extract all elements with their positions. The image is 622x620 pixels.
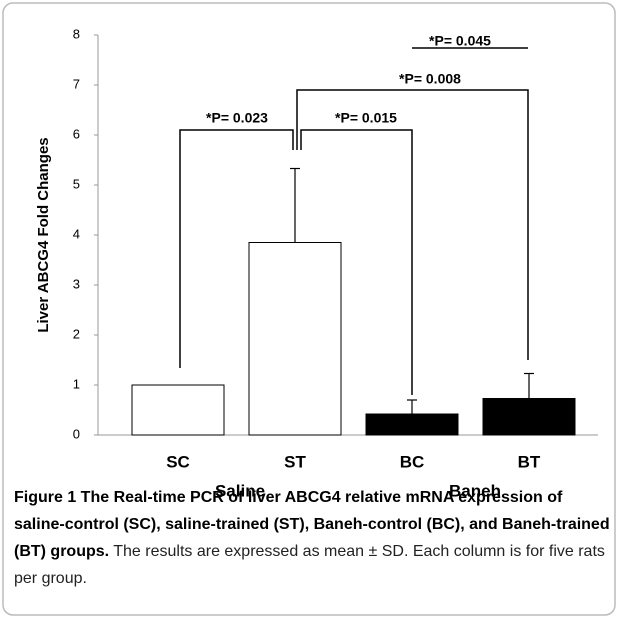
- y-axis-label: Liver ABCG4 Fold Changes: [35, 137, 52, 332]
- y-tick-label: 5: [73, 176, 80, 191]
- y-tick-label: 4: [73, 226, 80, 241]
- group-label: Baneh: [449, 481, 501, 500]
- significance-bracket: [300, 129, 413, 395]
- y-tick-label: 7: [73, 76, 80, 91]
- caption-text: The results are expressed as mean ± SD. …: [14, 543, 605, 587]
- y-tick-label: 3: [73, 276, 80, 291]
- significance-label: *P= 0.045: [429, 33, 491, 49]
- significance-label: *P= 0.008: [399, 71, 461, 87]
- x-tick-label: BC: [400, 452, 425, 471]
- significance-label: *P= 0.015: [335, 110, 397, 126]
- bar: [248, 242, 342, 436]
- bar: [482, 398, 576, 436]
- caption-title: Figure 1 The Real-time PCR of liver ABCG…: [14, 489, 610, 560]
- significance-label: *P= 0.023: [206, 110, 268, 126]
- bar: [365, 413, 459, 436]
- y-tick-label: 6: [73, 126, 80, 141]
- group-label: Saline: [215, 481, 265, 500]
- frame: [2, 2, 616, 616]
- y-tick-label: 0: [73, 426, 80, 441]
- y-tick-label: 2: [73, 326, 80, 341]
- significance-bracket: [179, 129, 294, 368]
- x-tick-label: SC: [166, 452, 190, 471]
- bar: [131, 384, 225, 436]
- significance-bracket: [296, 89, 529, 360]
- y-tick-label: 1: [73, 376, 80, 391]
- x-tick-label: BT: [518, 452, 541, 471]
- y-tick-label: 8: [73, 26, 80, 41]
- caption: Figure 1 The Real-time PCR of liver ABCG…: [14, 484, 614, 592]
- x-tick-label: ST: [284, 452, 306, 471]
